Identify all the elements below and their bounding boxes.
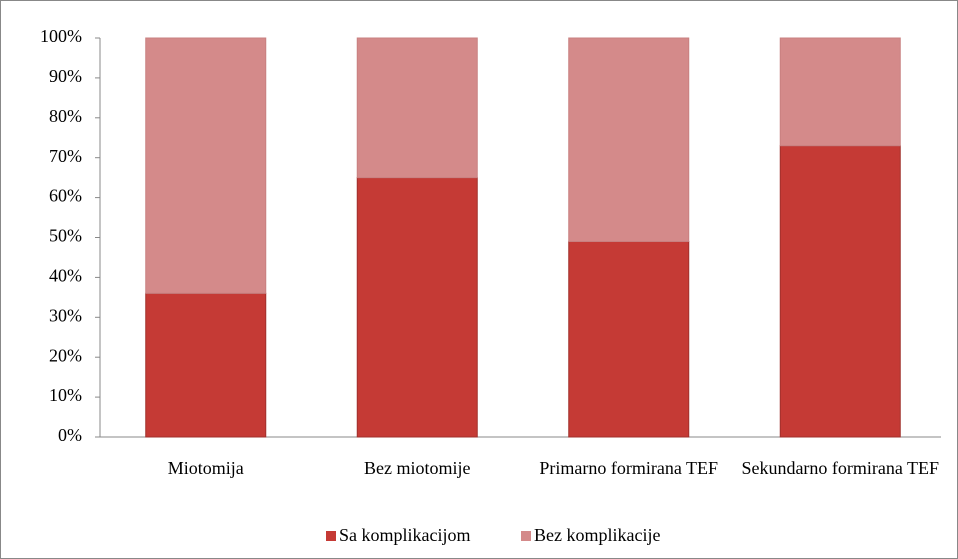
- y-tick-label: 40%: [49, 266, 82, 286]
- x-tick-label: Miotomija: [167, 458, 244, 478]
- y-tick-label: 50%: [49, 226, 82, 246]
- x-tick-label: Primarno formirana TEF: [539, 458, 719, 478]
- legend-swatch: [521, 531, 531, 541]
- y-tick-label: 0%: [58, 425, 82, 445]
- bar-segment: [568, 37, 690, 242]
- bar-segment: [356, 37, 478, 179]
- y-tick-label: 20%: [49, 345, 82, 365]
- x-tick-label: Bez miotomije: [364, 458, 471, 478]
- y-tick-label: 30%: [49, 305, 82, 325]
- y-tick-label: 70%: [49, 146, 82, 166]
- x-tick-label: Sekundarno formirana TEF: [741, 458, 940, 478]
- y-tick-label: 60%: [49, 186, 82, 206]
- bar-segment: [779, 145, 901, 438]
- legend-swatch: [326, 531, 336, 541]
- bar-segment: [568, 240, 690, 438]
- legend-label: Sa komplikacijom: [339, 525, 470, 545]
- y-tick-label: 90%: [49, 66, 82, 86]
- y-tick-label: 100%: [40, 26, 82, 46]
- bar-segment: [356, 177, 478, 438]
- legend-label: Bez komplikacije: [534, 525, 660, 545]
- bar-segment: [145, 37, 267, 294]
- bar-segment: [145, 292, 267, 438]
- y-tick-label: 10%: [49, 385, 82, 405]
- bar-segment: [779, 37, 901, 147]
- y-tick-label: 80%: [49, 106, 82, 126]
